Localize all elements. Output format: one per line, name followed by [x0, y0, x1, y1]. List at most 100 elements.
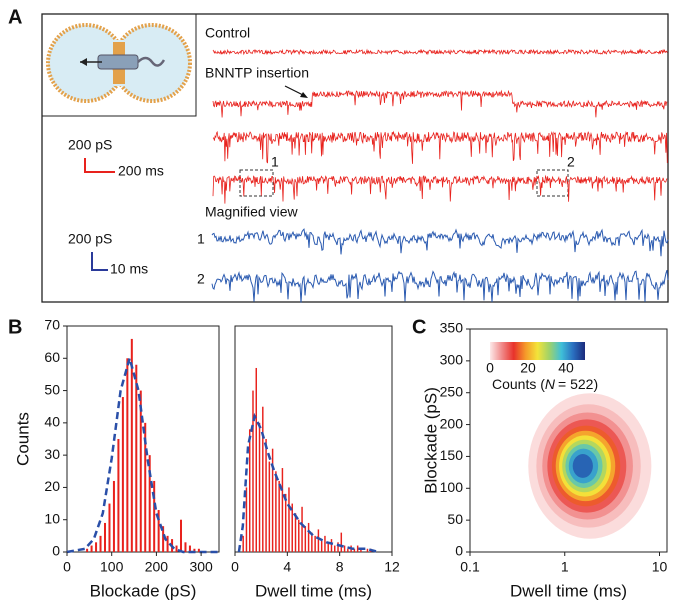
y-tick-label: 200 — [440, 415, 464, 431]
bar — [301, 506, 303, 552]
current-trace — [212, 174, 668, 204]
y-axis-label: Counts — [13, 412, 32, 466]
bar — [90, 545, 93, 552]
y-tick-label: 70 — [44, 317, 60, 333]
bar — [130, 338, 133, 552]
bar — [193, 548, 196, 552]
x-tick-label: 4 — [283, 559, 291, 575]
bar — [317, 529, 320, 552]
trace-label: Magnified view — [205, 204, 298, 220]
colorbar-tick-label: 40 — [558, 360, 574, 376]
bar — [175, 545, 178, 552]
box-label: 2 — [567, 154, 575, 170]
y-tick-label: 20 — [44, 478, 60, 494]
bar — [366, 548, 369, 552]
bar — [157, 510, 160, 552]
x-axis-label: Blockade (pS) — [90, 581, 197, 600]
bar — [162, 526, 165, 552]
magnified-trace — [211, 269, 669, 303]
x-tick-label: 10 — [652, 559, 668, 575]
bar — [108, 503, 111, 552]
bar — [197, 548, 200, 552]
bar — [288, 487, 290, 552]
plot-frame — [66, 325, 220, 553]
bar — [347, 548, 349, 552]
current-trace — [212, 89, 668, 118]
fit-curve — [66, 353, 219, 554]
fit-curve — [237, 412, 380, 554]
row-label: 2 — [197, 271, 205, 287]
bar — [275, 471, 277, 552]
scale-label: 200 pS — [68, 137, 112, 153]
arrow-head — [300, 92, 308, 98]
label-part: = 522) — [558, 376, 598, 392]
bar — [95, 542, 98, 552]
x-tick-label: 100 — [100, 559, 124, 575]
bar — [330, 539, 333, 552]
y-tick-label: 50 — [44, 381, 60, 397]
bar — [188, 545, 191, 552]
x-tick-label: 300 — [189, 559, 213, 575]
current-trace — [212, 48, 668, 56]
trace-label: Control — [205, 25, 250, 41]
panel-frame — [41, 13, 669, 303]
y-tick-label: 350 — [440, 320, 464, 336]
label-part: N — [545, 376, 556, 392]
y-tick-label: 30 — [44, 446, 60, 462]
bar — [242, 535, 244, 552]
bar — [304, 526, 307, 552]
bar — [340, 532, 343, 552]
bar — [153, 480, 156, 552]
bar — [353, 548, 356, 552]
bar — [337, 542, 339, 552]
scale-bar — [84, 158, 115, 173]
bar — [343, 545, 346, 552]
y-tick-label: 250 — [440, 383, 464, 399]
bar — [278, 480, 280, 552]
scale-label: 200 ms — [118, 163, 164, 179]
bar — [298, 519, 300, 552]
bar — [360, 548, 362, 552]
bar — [320, 539, 323, 552]
bar — [179, 519, 183, 552]
magnified-trace — [211, 228, 669, 257]
y-tick-label: 150 — [440, 447, 464, 463]
bar — [356, 545, 359, 552]
bar — [311, 532, 313, 552]
y-tick-label: 300 — [440, 352, 464, 368]
bar — [327, 542, 329, 552]
bar — [314, 535, 316, 552]
bar — [334, 545, 336, 552]
y-tick-label: 100 — [440, 479, 464, 495]
x-tick-label: 0.1 — [460, 559, 480, 575]
bar — [291, 503, 293, 552]
bar — [117, 439, 120, 552]
bar — [307, 522, 310, 552]
current-trace — [212, 130, 668, 164]
y-tick-label: 40 — [44, 414, 60, 430]
y-tick-label: 10 — [44, 510, 60, 526]
zoom-box — [536, 169, 569, 197]
colorbar-label: Counts (N = 522) — [492, 376, 598, 392]
y-tick-label: 60 — [44, 349, 60, 365]
bar — [324, 535, 326, 552]
x-axis-label: Dwell time (ms) — [510, 581, 627, 600]
y-axis-label: Blockade (pS) — [421, 387, 440, 494]
bar — [281, 468, 284, 552]
panel-label: B — [8, 316, 22, 338]
box-label: 1 — [271, 154, 279, 170]
colorbar — [490, 342, 585, 360]
bar — [248, 429, 251, 552]
bar — [255, 367, 257, 552]
x-tick-label: 200 — [145, 559, 169, 575]
bar — [252, 390, 254, 552]
bar — [139, 390, 142, 552]
bar — [86, 548, 89, 552]
inset-frame — [41, 13, 197, 117]
y-tick-label: 0 — [52, 543, 60, 559]
bar — [245, 487, 248, 552]
x-tick-label: 12 — [384, 559, 400, 575]
plot-frame — [234, 325, 393, 553]
y-tick-label: 0 — [455, 543, 463, 559]
